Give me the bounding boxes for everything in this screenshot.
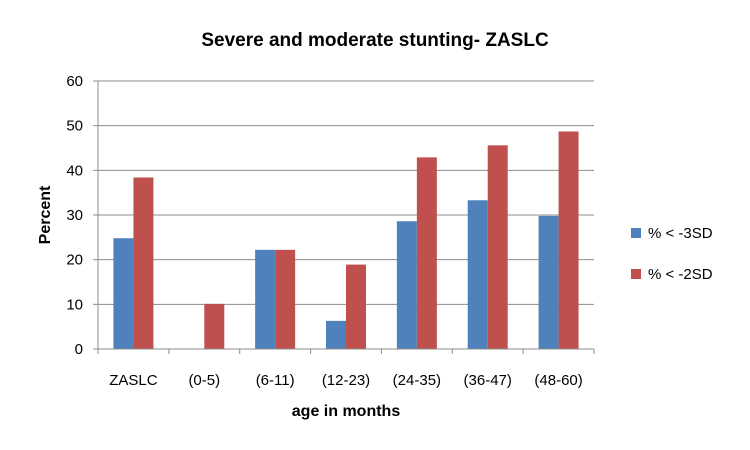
chart-title: Severe and moderate stunting- ZASLC bbox=[201, 30, 549, 51]
bar-lt-3sd bbox=[255, 249, 276, 349]
bar-lt-3sd bbox=[326, 320, 346, 349]
x-tick-label: (36-47) bbox=[464, 372, 512, 389]
bar-lt-2sd bbox=[346, 264, 366, 349]
x-tick-label: ZASLC bbox=[109, 372, 158, 389]
bar-lt-3sd bbox=[113, 238, 134, 349]
y-tick-label: 0 bbox=[75, 341, 83, 358]
x-tick-label: (24-35) bbox=[393, 372, 441, 389]
y-tick-label: 30 bbox=[66, 207, 83, 224]
y-tick-label: 60 bbox=[66, 73, 83, 90]
x-tick-label: (0-5) bbox=[188, 372, 220, 389]
bars bbox=[113, 131, 579, 349]
y-tick-label: 10 bbox=[66, 296, 83, 313]
y-axis-title: Percent bbox=[37, 185, 54, 244]
legend-label: % < -2SD bbox=[648, 266, 713, 283]
y-tick-label: 40 bbox=[66, 162, 83, 179]
x-axis-title: age in months bbox=[292, 403, 401, 420]
y-tick-label: 20 bbox=[66, 252, 83, 269]
x-tick-label: (6-11) bbox=[256, 372, 295, 389]
y-tick-label: 50 bbox=[66, 118, 83, 135]
bar-lt-2sd bbox=[275, 249, 296, 349]
x-axis-ticks: ZASLC (0-5) (6-11) (12-23) (24-35) (36-47) (48… bbox=[97, 349, 595, 389]
bar-lt-2sd bbox=[133, 177, 154, 349]
legend: % < -3SD % < -2SD bbox=[631, 225, 713, 283]
legend-swatch bbox=[631, 228, 641, 238]
axes bbox=[97, 81, 594, 350]
bar-lt-3sd bbox=[538, 215, 559, 349]
x-tick-label: (48-60) bbox=[534, 372, 582, 389]
gridlines bbox=[98, 80, 594, 305]
bar-lt-2sd bbox=[487, 145, 508, 349]
bar-lt-3sd bbox=[467, 200, 488, 349]
bar-lt-2sd bbox=[558, 131, 579, 349]
bar-lt-2sd bbox=[204, 303, 225, 349]
x-tick-label: (12-23) bbox=[322, 372, 370, 389]
bar-lt-3sd bbox=[396, 221, 417, 349]
legend-label: % < -3SD bbox=[648, 225, 713, 242]
y-axis-ticks: 0 10 20 30 40 50 60 bbox=[66, 73, 98, 358]
legend-swatch bbox=[631, 269, 641, 279]
bar-lt-2sd bbox=[416, 157, 437, 349]
